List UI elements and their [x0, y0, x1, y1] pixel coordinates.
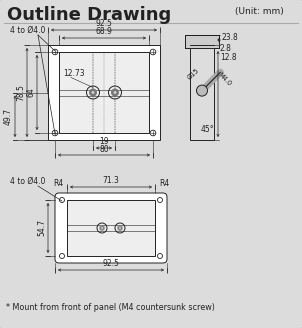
Text: 68.9: 68.9 — [95, 27, 112, 36]
Text: (Unit: mm): (Unit: mm) — [235, 7, 284, 16]
Text: 54.7: 54.7 — [37, 219, 46, 236]
Text: 71.3: 71.3 — [103, 176, 119, 185]
Circle shape — [117, 225, 123, 231]
Bar — [190, 45, 214, 140]
Text: M4.0: M4.0 — [217, 72, 233, 88]
Circle shape — [114, 91, 117, 94]
Text: R4: R4 — [159, 179, 169, 188]
Text: 49.7: 49.7 — [4, 108, 13, 125]
Text: 80: 80 — [99, 145, 109, 154]
Text: 4 to Ø4.0: 4 to Ø4.0 — [10, 26, 45, 35]
Text: 45°: 45° — [201, 125, 215, 134]
FancyBboxPatch shape — [55, 193, 167, 263]
Text: 64: 64 — [26, 88, 35, 97]
Circle shape — [92, 91, 95, 94]
Text: 78.5: 78.5 — [16, 84, 25, 101]
Text: R4: R4 — [53, 179, 63, 188]
Text: 23.8: 23.8 — [221, 33, 238, 43]
Text: 12.8: 12.8 — [220, 53, 237, 62]
Text: 4 to Ø4.0: 4 to Ø4.0 — [10, 177, 45, 186]
Bar — [48, 45, 160, 140]
Bar — [185, 35, 219, 48]
Circle shape — [99, 225, 105, 231]
Text: 19: 19 — [99, 137, 109, 147]
Circle shape — [119, 227, 121, 229]
Text: 92.5: 92.5 — [103, 259, 119, 269]
Bar — [67, 200, 155, 256]
Text: 2.8: 2.8 — [220, 44, 232, 53]
Text: Ø15: Ø15 — [186, 67, 200, 81]
Text: Outline Drawing: Outline Drawing — [7, 6, 171, 24]
Circle shape — [197, 85, 207, 96]
Text: 12.73: 12.73 — [63, 70, 85, 78]
Text: 92.5: 92.5 — [95, 19, 112, 28]
Circle shape — [89, 89, 97, 96]
Circle shape — [111, 89, 119, 96]
Circle shape — [101, 227, 103, 229]
Text: * Mount from front of panel (M4 countersunk screw): * Mount from front of panel (M4 counters… — [6, 303, 215, 312]
Bar — [59, 52, 149, 133]
